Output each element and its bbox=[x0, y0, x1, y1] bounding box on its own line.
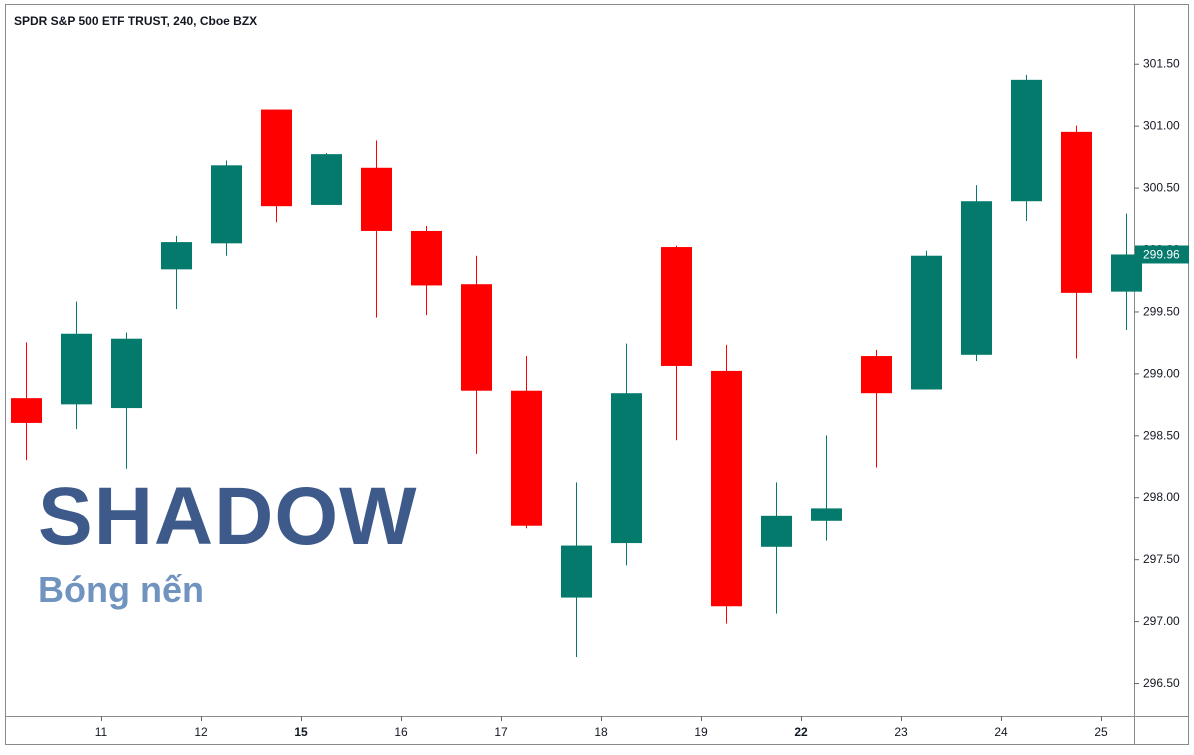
candle-body bbox=[111, 338, 142, 409]
candle-7[interactable] bbox=[311, 152, 342, 205]
candle-body bbox=[811, 508, 842, 521]
price-tick-label: 296.50 bbox=[1143, 676, 1180, 690]
time-tick-label: 22 bbox=[794, 725, 808, 739]
price-tick-label: 301.50 bbox=[1143, 57, 1180, 71]
time-tick-label: 11 bbox=[95, 725, 108, 739]
candle-21[interactable] bbox=[1011, 74, 1042, 222]
time-tick-label: 12 bbox=[194, 725, 208, 739]
time-tick-label: 16 bbox=[394, 725, 408, 739]
candle-body bbox=[761, 515, 792, 547]
candle-23[interactable] bbox=[1111, 213, 1142, 331]
time-axis[interactable]: 11 12 15 16 17 18 19 22 23 24 25 bbox=[95, 716, 1108, 739]
chart-border bbox=[5, 4, 1189, 745]
candle-9[interactable] bbox=[411, 225, 442, 316]
shadow-subheadline: Bóng nến bbox=[38, 569, 204, 610]
price-tick-label: 301.00 bbox=[1143, 119, 1180, 133]
price-tick-label: 297.00 bbox=[1143, 614, 1180, 628]
candle-18[interactable] bbox=[861, 349, 892, 468]
candle-body bbox=[711, 370, 742, 607]
candle-body bbox=[1011, 79, 1042, 202]
candle-17[interactable] bbox=[811, 435, 842, 541]
candle-8[interactable] bbox=[361, 140, 392, 318]
candle-body bbox=[661, 247, 692, 366]
candle-19[interactable] bbox=[911, 250, 942, 390]
candle-body bbox=[311, 154, 342, 205]
time-tick-label: 19 bbox=[694, 725, 708, 739]
time-tick-label: 24 bbox=[994, 725, 1008, 739]
candle-1[interactable] bbox=[11, 342, 42, 461]
price-tick-label: 297.50 bbox=[1143, 552, 1180, 566]
chart-title: SPDR S&P 500 ETF TRUST, 240, Cboe BZX bbox=[14, 14, 258, 28]
time-tick-label: 15 bbox=[294, 725, 308, 739]
candles-layer bbox=[11, 74, 1142, 658]
candle-body bbox=[911, 255, 942, 390]
candle-body bbox=[61, 333, 92, 405]
candle-20[interactable] bbox=[961, 185, 992, 361]
price-tick-label: 298.00 bbox=[1143, 490, 1180, 504]
candle-body bbox=[961, 201, 992, 355]
candle-body bbox=[211, 165, 242, 244]
candle-2[interactable] bbox=[61, 301, 92, 430]
candle-body bbox=[261, 109, 292, 207]
candle-16[interactable] bbox=[761, 482, 792, 614]
candle-6[interactable] bbox=[261, 109, 292, 223]
price-axis[interactable]: 296.50 297.00 297.50 298.00 298.50 299.00 299.… bbox=[1134, 57, 1180, 690]
candle-body bbox=[461, 284, 492, 391]
shadow-headline: SHADOW bbox=[38, 471, 418, 562]
candle-14[interactable] bbox=[661, 245, 692, 441]
candle-15[interactable] bbox=[711, 344, 742, 624]
time-tick-label: 25 bbox=[1094, 725, 1108, 739]
candle-body bbox=[861, 356, 892, 394]
candle-12[interactable] bbox=[561, 482, 592, 658]
candle-body bbox=[361, 167, 392, 231]
candle-body bbox=[611, 393, 642, 544]
candle-body bbox=[11, 398, 42, 423]
candle-body bbox=[1061, 131, 1092, 293]
candle-22[interactable] bbox=[1061, 125, 1092, 359]
last-price-tag: 299.96 bbox=[1135, 245, 1189, 264]
candle-11[interactable] bbox=[511, 356, 542, 529]
price-tick-label: 299.00 bbox=[1143, 366, 1180, 380]
last-price-tag-bg bbox=[1135, 245, 1189, 264]
candle-4[interactable] bbox=[161, 235, 192, 309]
price-tick-label: 300.50 bbox=[1143, 181, 1180, 195]
candle-body bbox=[511, 390, 542, 526]
candle-body bbox=[561, 545, 592, 598]
time-tick-label: 18 bbox=[594, 725, 608, 739]
time-tick-label: 23 bbox=[894, 725, 908, 739]
candle-10[interactable] bbox=[461, 255, 492, 454]
candle-13[interactable] bbox=[611, 343, 642, 566]
candle-body bbox=[411, 230, 442, 286]
price-tick-label: 299.50 bbox=[1143, 304, 1180, 318]
time-tick-label: 17 bbox=[494, 725, 508, 739]
candle-body bbox=[161, 242, 192, 270]
candle-5[interactable] bbox=[211, 160, 242, 256]
candle-3[interactable] bbox=[111, 332, 142, 469]
price-tick-label: 298.50 bbox=[1143, 428, 1180, 442]
last-price-label: 299.96 bbox=[1143, 247, 1180, 261]
